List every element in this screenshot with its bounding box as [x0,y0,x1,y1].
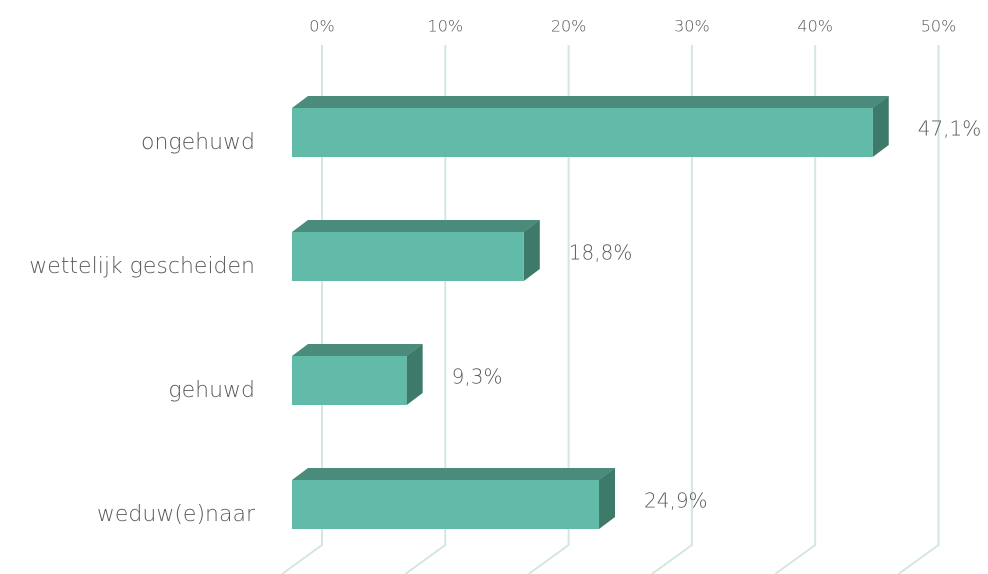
bar-face [872,96,889,157]
x-tick-label: 50% [921,17,957,36]
bar-face [523,220,540,281]
value-label: 47,1% [918,117,982,141]
category-label: wettelijk gescheiden [29,254,255,279]
bar-face [292,344,423,356]
x-tick-label: 0% [309,17,334,36]
bar [292,344,423,405]
x-tick-label: 30% [674,17,710,36]
x-tick-label: 10% [428,17,464,36]
grid-line [528,45,570,574]
bar [292,220,540,281]
category-label: weduw(e)naar [97,502,256,527]
x-tick-label: 40% [797,17,833,36]
bar-face [292,480,600,529]
bar-face [292,96,889,108]
bar-face [292,108,873,157]
category-label: ongehuwd [141,130,255,155]
grid-line [651,45,693,574]
bar [292,468,616,529]
x-tick-label: 20% [551,17,587,36]
bar-face [292,356,407,405]
bar [292,96,889,157]
grid-line [281,45,323,574]
bar-face [292,220,540,232]
bar-face [406,344,423,405]
bar-face [292,232,524,281]
grid-line [404,45,447,574]
value-label: 24,9% [644,489,708,513]
value-label: 9,3% [452,365,503,389]
value-label: 18,8% [569,241,633,265]
bar-face [599,468,616,529]
bar-face [292,468,616,480]
grid-line [897,45,940,574]
grid-line [774,45,817,574]
category-label: gehuwd [168,378,255,403]
